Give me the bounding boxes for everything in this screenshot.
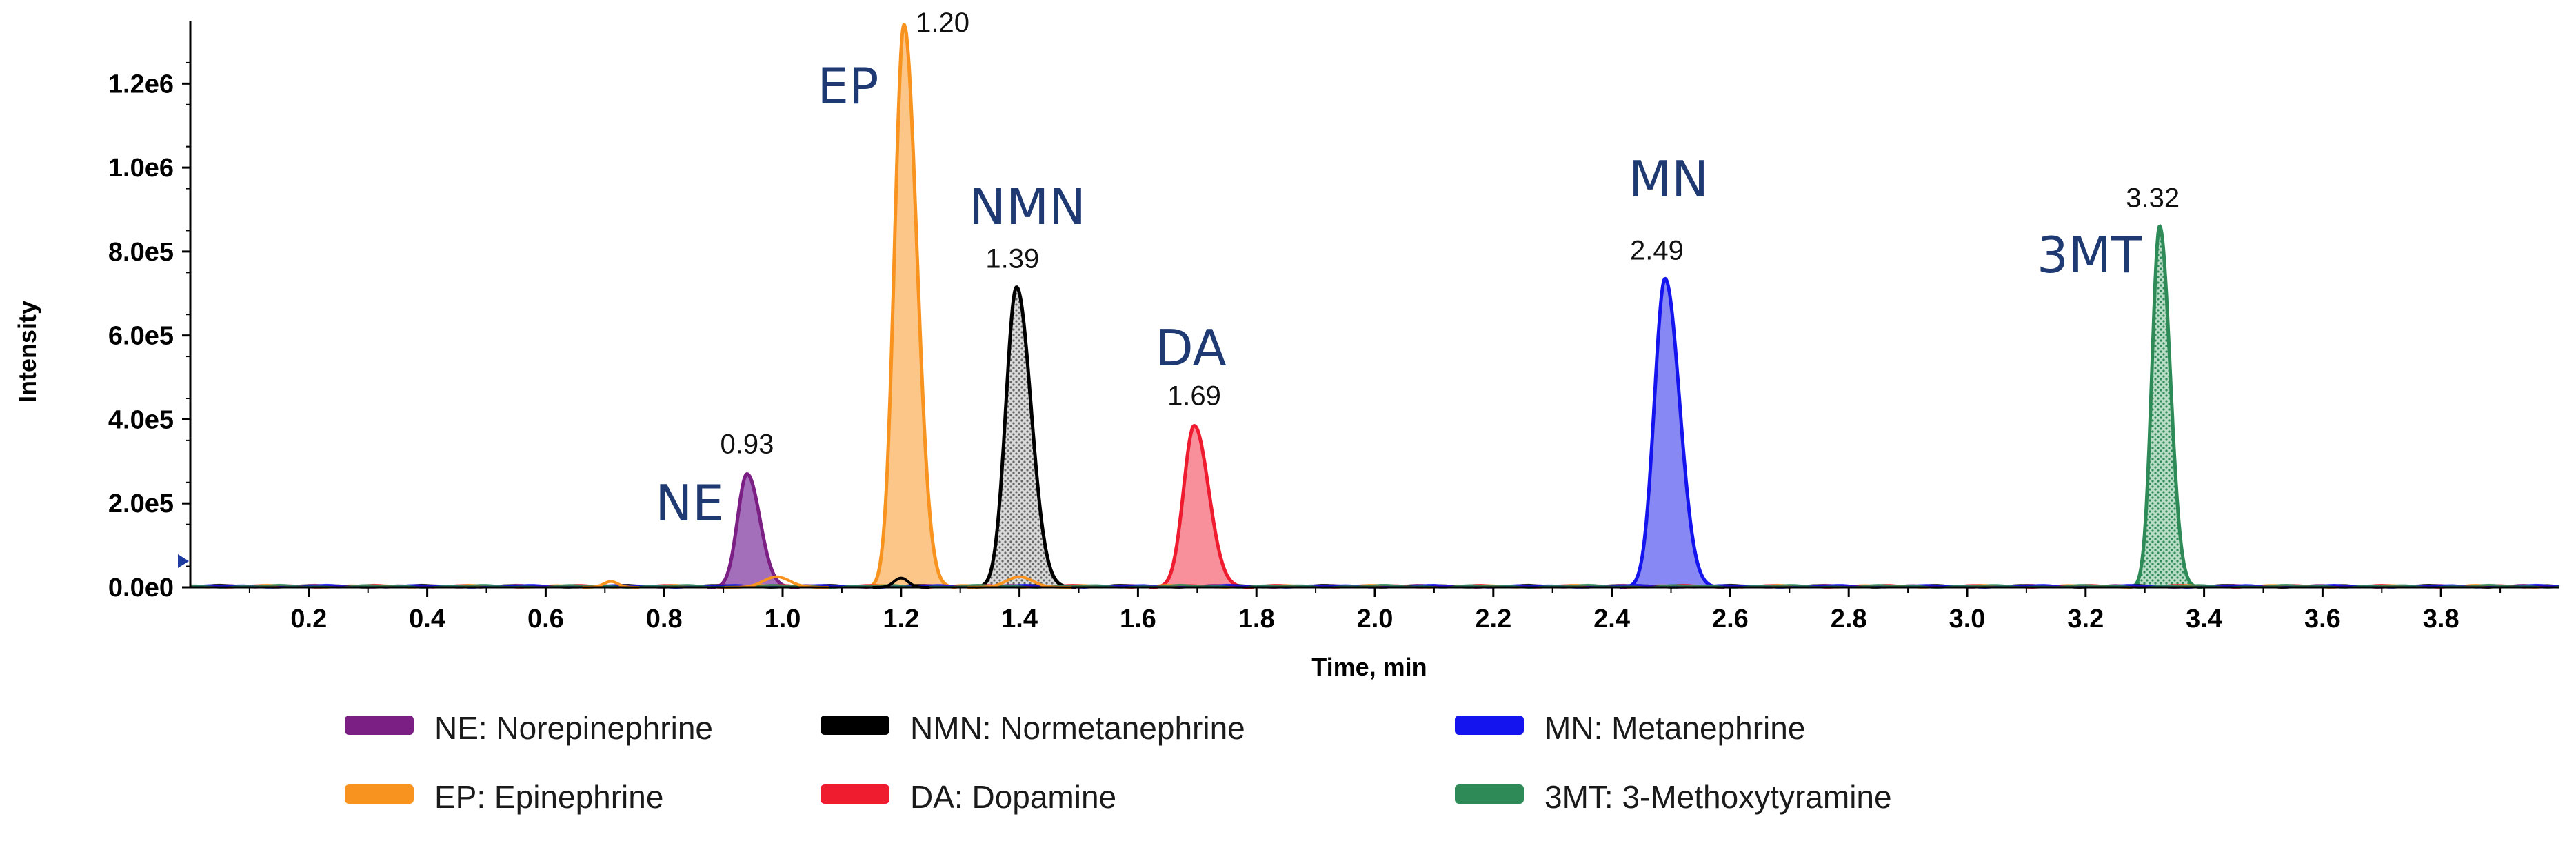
- analyte-label-ne: NE: [655, 474, 723, 532]
- legend-swatch-da: [821, 784, 889, 804]
- x-tick-label: 1.4: [1001, 605, 1038, 634]
- x-tick-label: 3.8: [2423, 605, 2459, 634]
- analyte-label-3mt: 3MT: [2037, 226, 2142, 284]
- y-axis-ticks: 0.0e0 2.0e5 4.0e5 6.0e5 8.0e5 1.0e6 1.2e6: [108, 61, 190, 602]
- y-axis-marker-icon: [178, 554, 189, 568]
- peak-area-ep: [864, 25, 958, 587]
- y-tick-label: 2.0e5: [108, 489, 174, 518]
- retention-time-labels: 0.93 1.20 1.39 1.69 2.49 3.32: [721, 8, 2180, 460]
- y-tick-label: 1.0e6: [108, 154, 174, 183]
- x-axis-label: Time, min: [1311, 653, 1427, 681]
- legend-label-ep: EP: Epinephrine: [434, 779, 663, 815]
- peak-trace-ep: [864, 22, 957, 589]
- analyte-label-mn: MN: [1629, 150, 1709, 208]
- x-tick-label: 2.2: [1475, 605, 1511, 634]
- x-tick-label: 0.2: [290, 605, 327, 634]
- analyte-label-nmn: NMN: [969, 178, 1086, 236]
- x-axis-ticks: 0.2 0.4 0.6 0.8 1.0 1.2 1.4 1.6 1.8 2.0 2.2 2.4 2.6 2…: [248, 587, 2502, 634]
- rt-label-3mt: 3.32: [2126, 183, 2180, 213]
- x-tick-label: 1.0: [765, 605, 801, 634]
- rt-label-ne: 0.93: [721, 429, 774, 460]
- legend-swatch-3mt: [1455, 784, 1524, 804]
- x-tick-label: 0.4: [409, 605, 445, 634]
- x-tick-label: 2.6: [1712, 605, 1749, 634]
- legend-swatch-ne: [345, 716, 414, 735]
- legend-label-da: DA: Dopamine: [910, 779, 1116, 815]
- y-axis-label: Intensity: [13, 301, 41, 403]
- analyte-labels: NE EP NMN DA MN 3MT: [655, 57, 2142, 532]
- rt-label-mn: 2.49: [1630, 235, 1684, 265]
- legend-label-ne: NE: Norepinephrine: [434, 710, 713, 746]
- x-tick-label: 1.6: [1120, 605, 1156, 634]
- x-tick-label: 3.6: [2304, 605, 2341, 634]
- peak-trace-nmn: [972, 285, 1076, 589]
- x-tick-label: 2.0: [1357, 605, 1393, 634]
- y-tick-label: 4.0e5: [108, 405, 174, 434]
- y-tick-label: 0.0e0: [108, 574, 174, 602]
- x-tick-label: 3.4: [2186, 605, 2222, 634]
- peak-traces: [190, 22, 2560, 589]
- rt-label-da: 1.69: [1167, 381, 1221, 412]
- y-tick-label: 1.2e6: [108, 70, 174, 99]
- legend-swatch-mn: [1455, 716, 1524, 735]
- peak-area-da: [1149, 425, 1254, 587]
- peak-area-ne: [707, 474, 801, 587]
- x-tick-label: 3.2: [2067, 605, 2104, 634]
- baseline-trace: [190, 583, 2560, 589]
- x-tick-label: 0.6: [527, 605, 564, 634]
- x-tick-label: 3.0: [1949, 605, 1986, 634]
- legend-swatch-ep: [345, 784, 414, 804]
- x-tick-label: 2.8: [1831, 605, 1867, 634]
- peak-area-nmn: [972, 287, 1076, 587]
- peak-area-3mt: [2127, 226, 2203, 587]
- legend-label-3mt: 3MT: 3-Methoxytyramine: [1544, 779, 1892, 815]
- peak-trace-3mt: [2127, 224, 2203, 589]
- y-tick-label: 6.0e5: [108, 322, 174, 351]
- analyte-label-da: DA: [1155, 319, 1226, 377]
- peak-area-mn: [1620, 278, 1725, 587]
- analyte-label-ep: EP: [818, 57, 879, 115]
- legend-label-nmn: NMN: Normetanephrine: [910, 710, 1245, 746]
- legend: NE: Norepinephrine EP: Epinephrine NMN: No…: [345, 710, 1892, 815]
- peak-trace-mn: [1620, 276, 1725, 589]
- x-tick-label: 0.8: [646, 605, 683, 634]
- y-tick-label: 8.0e5: [108, 238, 174, 267]
- legend-label-mn: MN: Metanephrine: [1544, 710, 1805, 746]
- rt-label-nmn: 1.39: [985, 244, 1039, 274]
- x-tick-label: 1.2: [883, 605, 919, 634]
- x-tick-label: 2.4: [1593, 605, 1630, 634]
- x-tick-label: 1.8: [1238, 605, 1275, 634]
- axes: [189, 21, 2559, 589]
- legend-swatch-nmn: [821, 716, 889, 735]
- rt-label-ep: 1.20: [916, 8, 969, 38]
